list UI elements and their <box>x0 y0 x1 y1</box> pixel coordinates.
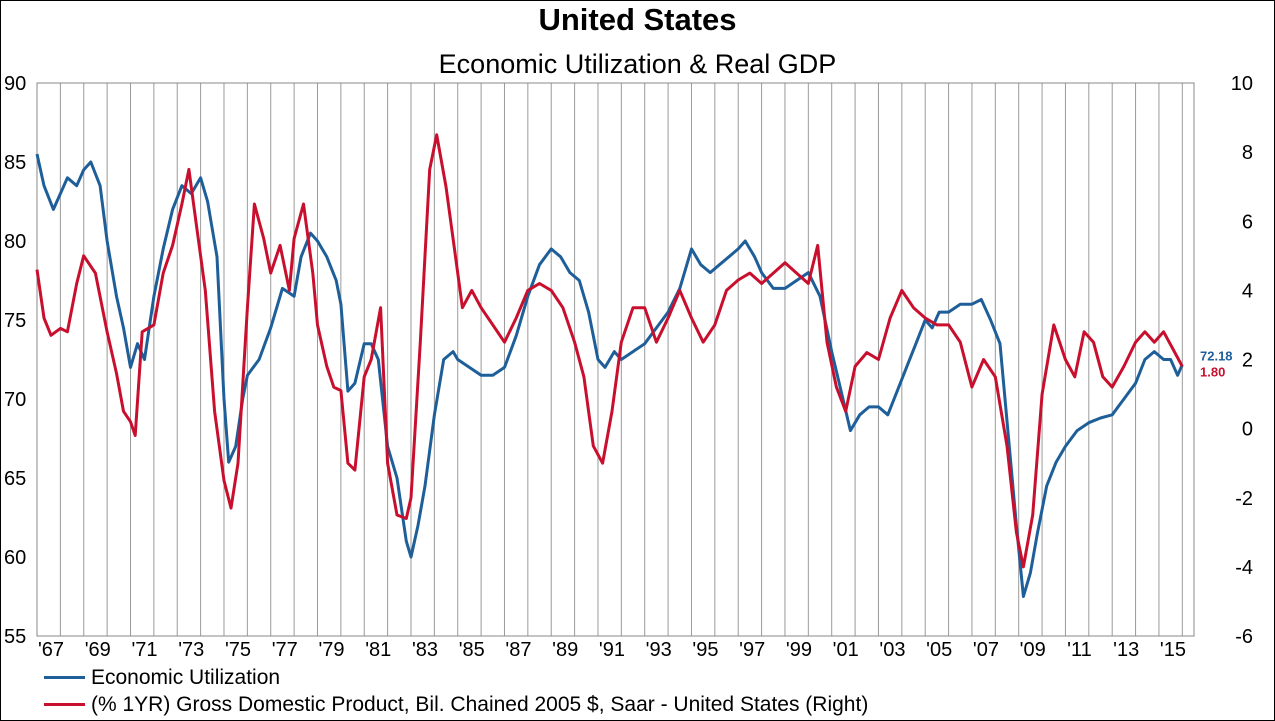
x-tick-label: '05 <box>926 639 952 661</box>
plot-area-border <box>36 82 1195 637</box>
end-label-gdp: 1.80 <box>1200 364 1225 379</box>
left-tick-label: 75 <box>4 310 26 332</box>
left-tick-label: 90 <box>4 73 26 95</box>
right-tick-label: 6 <box>1242 211 1253 233</box>
left-tick-label: 80 <box>4 231 26 253</box>
x-tick-label: '15 <box>1160 639 1186 661</box>
chart-title: United States <box>538 2 737 37</box>
x-tick-label: '75 <box>225 639 251 661</box>
x-tick-label: '89 <box>552 639 578 661</box>
left-tick-label: 65 <box>4 468 26 490</box>
x-tick-label: '83 <box>412 639 438 661</box>
legend: Economic Utilization (% 1YR) Gross Domes… <box>44 664 868 718</box>
x-tick-label: '13 <box>1113 639 1139 661</box>
right-tick-label: 10 <box>1231 73 1253 95</box>
right-tick-label: 4 <box>1242 280 1253 302</box>
right-tick-label: -2 <box>1235 488 1253 510</box>
x-tick-label: '07 <box>973 639 999 661</box>
right-tick-label: 0 <box>1242 419 1253 441</box>
chart-subtitle: Economic Utilization & Real GDP <box>438 49 837 79</box>
end-label-utilization: 72.18 <box>1200 349 1233 364</box>
x-tick-label: '77 <box>272 639 298 661</box>
end-labels: 72.181.80 <box>1200 349 1233 380</box>
x-tick-label: '81 <box>365 639 391 661</box>
left-tick-label: 70 <box>4 389 26 411</box>
x-tick-label: '95 <box>692 639 718 661</box>
legend-label: (% 1YR) Gross Domestic Product, Bil. Cha… <box>91 693 869 716</box>
left-axis-ticks: 55 60 65 70 75 80 85 90 <box>4 73 26 648</box>
legend-swatch-red <box>44 703 85 706</box>
series-line-gdp <box>35 133 1184 569</box>
x-axis-ticks: '67 '69 '71 '73 '75 '77 '79 '81 '83 '85 '87 '89 '91 '… <box>38 639 1186 661</box>
right-tick-label: -6 <box>1235 626 1253 648</box>
x-tick-label: '91 <box>599 639 625 661</box>
legend-swatch-blue <box>44 676 85 679</box>
x-tick-label: '09 <box>1020 639 1046 661</box>
x-tick-label: '11 <box>1067 639 1092 661</box>
grid-layer <box>36 83 1183 636</box>
x-tick-label: '73 <box>178 639 204 661</box>
right-tick-label: -4 <box>1235 557 1253 579</box>
x-tick-label: '79 <box>318 639 344 661</box>
left-tick-label: 85 <box>4 152 26 174</box>
x-tick-label: '71 <box>131 639 157 661</box>
series-line-economic-utilization <box>35 153 1184 598</box>
left-tick-label: 60 <box>4 547 26 569</box>
legend-item-economic-utilization: Economic Utilization <box>44 664 868 691</box>
x-tick-label: '87 <box>505 639 531 661</box>
x-tick-label: '69 <box>85 639 111 661</box>
legend-item-gdp: (% 1YR) Gross Domestic Product, Bil. Cha… <box>44 691 868 718</box>
right-tick-label: 2 <box>1242 350 1253 372</box>
x-tick-label: '67 <box>38 639 64 661</box>
x-tick-label: '99 <box>786 639 812 661</box>
x-tick-label: '03 <box>879 639 905 661</box>
series-layer <box>35 133 1184 598</box>
x-tick-label: '97 <box>739 639 765 661</box>
legend-label: Economic Utilization <box>91 666 281 689</box>
x-tick-label: '85 <box>459 639 485 661</box>
right-axis-ticks: -6 -4 -2 0 2 4 6 8 10 <box>1231 73 1253 648</box>
x-tick-label: '93 <box>646 639 672 661</box>
right-tick-label: 8 <box>1242 142 1253 164</box>
left-tick-label: 55 <box>4 626 26 648</box>
x-tick-label: '01 <box>833 639 859 661</box>
